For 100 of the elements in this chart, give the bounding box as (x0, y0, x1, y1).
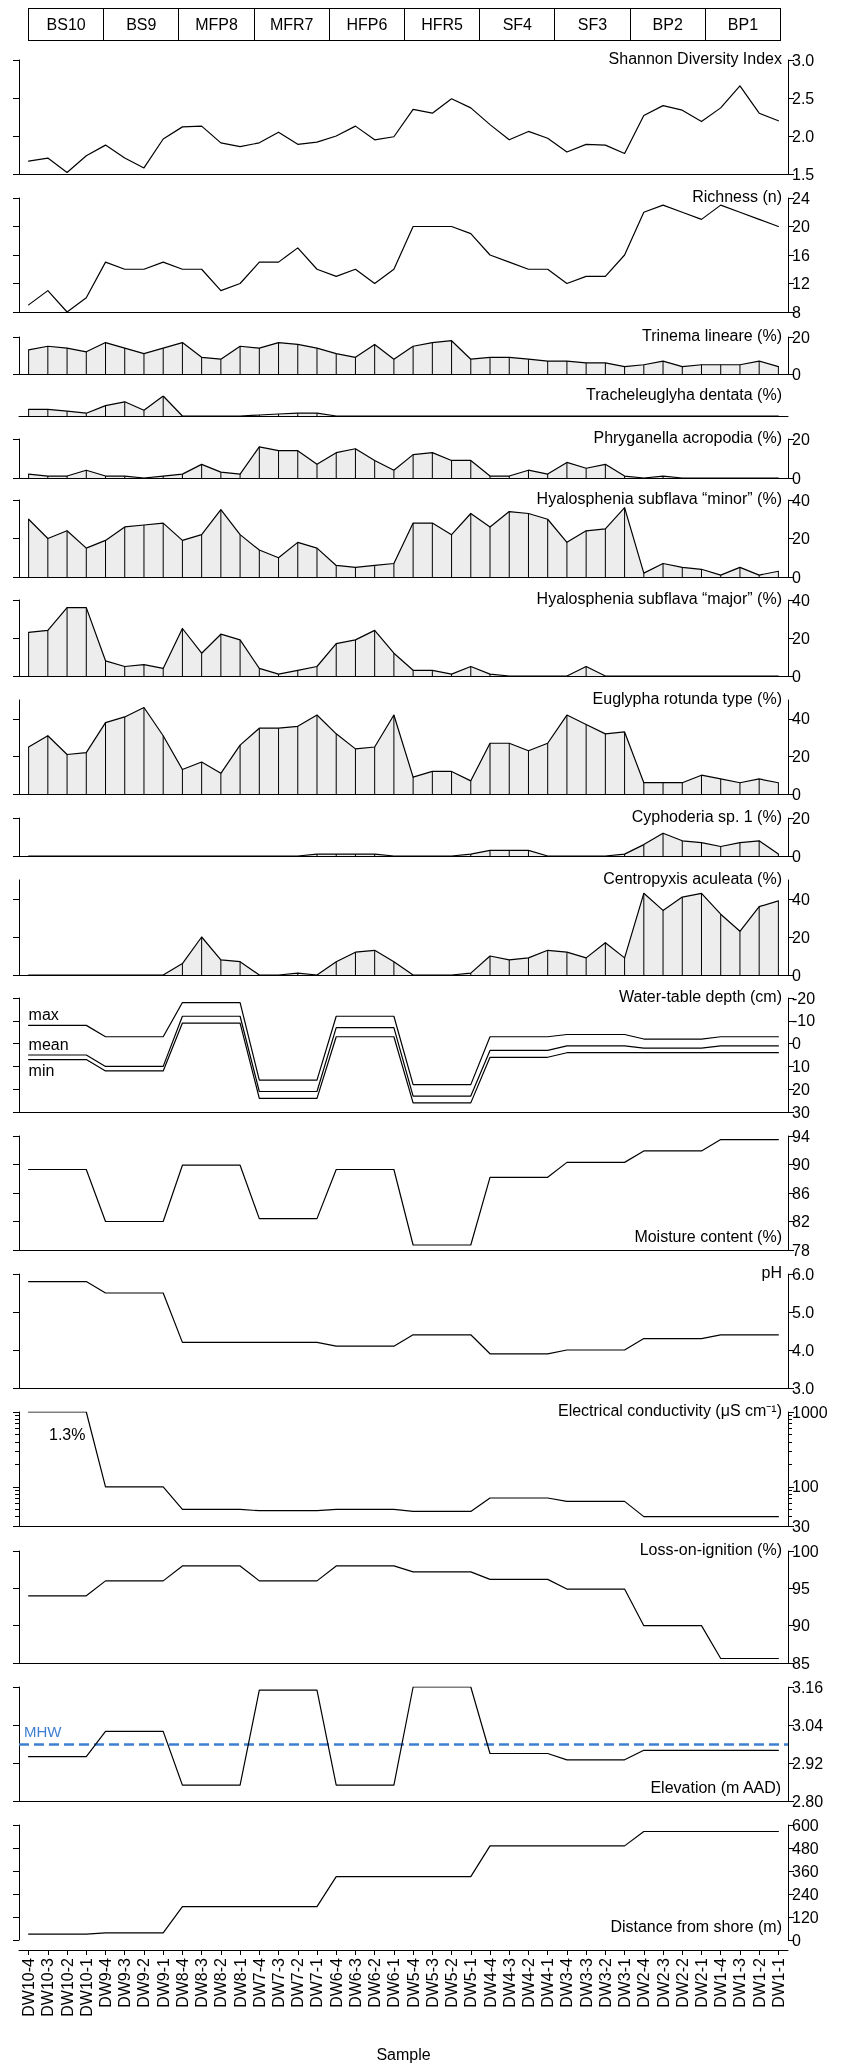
x-tick-label: DW2-2 (673, 1957, 691, 2008)
y-tick-label: 95 (792, 1579, 810, 1597)
y-tick-label: 0 (792, 568, 801, 586)
y-tick-label: 6.0 (792, 1265, 815, 1283)
chart-title: Shannon Diversity Index (608, 49, 783, 67)
y-tick-label: 40 (792, 710, 810, 728)
x-tick-label: DW2-1 (692, 1957, 710, 2008)
y-tick-label: 82 (792, 1213, 810, 1230)
chart-title: Richness (n) (692, 187, 783, 205)
y-tick-label: 90 (792, 1617, 810, 1635)
y-tick-label: 600 (792, 1816, 819, 1834)
y-tick-label: 120 (792, 1908, 819, 1926)
y-tick-label: 20 (792, 1080, 810, 1098)
y-tick-label: 16 (792, 246, 810, 264)
y-tick-label: 20 (792, 328, 810, 346)
x-tick-label: DW8-3 (193, 1957, 211, 2008)
y-tick-label: 30 (792, 1517, 810, 1535)
x-tick-label: DW7-2 (289, 1957, 307, 2008)
chart-title: Hyalosphenia subflava “minor” (%) (536, 489, 783, 507)
x-tick-label: DW4-3 (500, 1957, 518, 2008)
x-tick-label: DW6-2 (366, 1957, 384, 2008)
y-tick-label: 2.92 (792, 1754, 824, 1772)
y-tick-label: 20 (792, 430, 810, 448)
text: BS10 (28, 8, 105, 41)
text: HFP6 (328, 8, 406, 41)
x-tick-label: DW1-4 (712, 1957, 730, 2008)
x-tick-label: DW9-4 (97, 1957, 115, 2008)
x-tick-label: DW5-4 (404, 1957, 422, 2008)
y-tick-label: 5.0 (792, 1303, 815, 1321)
x-tick-label: DW8-1 (231, 1957, 249, 2008)
text: MFR7 (253, 8, 330, 41)
line-series (28, 1565, 779, 1660)
chart-title: pH (761, 1263, 782, 1281)
y-tick-label: 30 (792, 1103, 810, 1121)
y-tick-label: -20 (792, 989, 816, 1007)
y-tick-label: 0 (792, 1931, 801, 1949)
y-tick-label: 85 (792, 1654, 810, 1672)
chart-title: Trinema lineare (%) (642, 326, 782, 344)
x-tick-label: DW10-2 (58, 1957, 76, 2017)
text: SF3 (554, 8, 631, 41)
y-tick-label: 360 (792, 1862, 819, 1880)
y-tick-label: 4.0 (792, 1341, 815, 1359)
y-tick-label: 0 (792, 365, 801, 383)
y-tick-label: 3.0 (792, 1379, 815, 1397)
x-tick-label: DW5-2 (443, 1957, 461, 2008)
y-tick-label: 20 (792, 218, 810, 235)
y-tick-label: 20 (792, 629, 810, 647)
x-axis-title: Sample (376, 2045, 431, 2063)
text: BP1 (704, 8, 782, 41)
x-tick-label: DW7-3 (270, 1957, 288, 2008)
y-tick-label: 2.0 (792, 127, 815, 145)
y-tick-label: 90 (792, 1156, 810, 1173)
x-tick-label: DW4-4 (481, 1957, 499, 2008)
y-tick-label: 40 (792, 591, 810, 609)
x-tick-label: DW10-3 (39, 1957, 57, 2017)
x-tick-label: DW4-2 (519, 1957, 537, 2008)
line-series (28, 1138, 779, 1246)
x-tick-label: DW7-4 (250, 1957, 268, 2008)
x-tick-label: DW3-4 (558, 1957, 576, 2008)
x-tick-label: DW5-1 (462, 1957, 480, 2008)
y-tick-label: 20 (792, 530, 810, 547)
y-tick-label: 0 (792, 847, 801, 865)
legend-label: max (28, 1005, 59, 1023)
chart-title: Euglypha rotunda type (%) (592, 689, 783, 707)
text: BS9 (103, 8, 180, 41)
x-tick-label: DW7-1 (308, 1957, 326, 2008)
x-tick-label: DW8-2 (212, 1957, 230, 2008)
x-tick-label: DW9-2 (135, 1957, 153, 2008)
y-tick-label: 20 (792, 928, 810, 946)
y-tick-label: -10 (792, 1012, 816, 1030)
x-tick-label: DW3-1 (616, 1957, 634, 2008)
y-tick-label: 100 (792, 1478, 819, 1496)
x-tick-label: DW9-3 (116, 1957, 134, 2008)
y-tick-label: 1000 (792, 1403, 828, 1421)
y-tick-label: 240 (792, 1885, 819, 1903)
legend-label: min (28, 1062, 55, 1080)
y-tick-label: 40 (792, 890, 810, 908)
y-tick-label: 2.80 (792, 1792, 824, 1810)
chart-title: Centropyxis aculeata (%) (603, 869, 783, 887)
y-tick-label: 24 (792, 189, 810, 207)
y-tick-label: 1.5 (792, 165, 815, 183)
y-tick-label: 0 (792, 785, 801, 803)
chart-title: Loss-on-ignition (%) (639, 1540, 782, 1558)
line-series (28, 1281, 779, 1355)
y-tick-label: 20 (792, 747, 810, 765)
y-tick-label: 78 (792, 1241, 810, 1259)
x-tick-label: DW1-2 (750, 1957, 768, 2008)
text: MFP8 (178, 8, 255, 41)
x-tick-label: DW10-1 (77, 1957, 95, 2017)
y-tick-label: 0 (792, 667, 801, 685)
y-tick-label: 3.0 (792, 51, 815, 69)
annotation: 1.3% (49, 1425, 86, 1443)
text: Distance from shore (m) (610, 1917, 782, 1935)
x-tick-label: DW2-4 (635, 1957, 653, 2008)
y-tick-label: 86 (792, 1184, 810, 1202)
x-tick-label: DW10-4 (20, 1957, 38, 2017)
y-tick-label: 94 (792, 1127, 810, 1145)
x-tick-label: DW6-4 (327, 1957, 345, 2008)
y-tick-label: 0 (792, 1035, 801, 1053)
text: Moisture content (%) (634, 1227, 782, 1245)
